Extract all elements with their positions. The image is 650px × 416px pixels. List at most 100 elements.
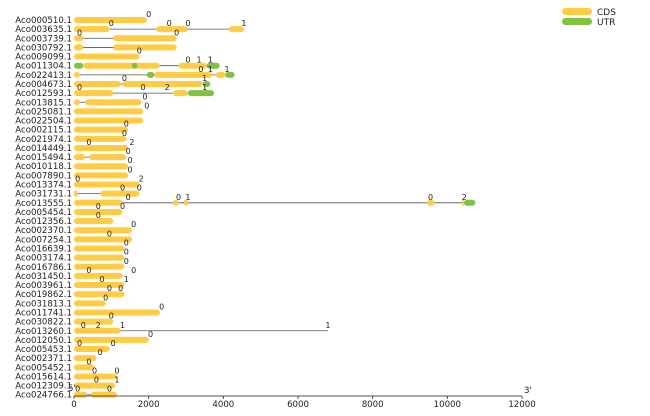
- cds-segment: [74, 227, 132, 234]
- gene-label: Aco012593.1: [15, 89, 72, 99]
- intron-phase-label: 0: [81, 321, 86, 330]
- x-tick-label: 8000: [362, 400, 384, 410]
- intron-phase-label: 1: [114, 376, 119, 385]
- gene-row: Aco015614.10 0: [15, 366, 119, 382]
- intron-phase-label: 0: [124, 248, 129, 257]
- intron-phase-label: 0: [111, 339, 116, 348]
- gene-row: Aco010118.1 0: [15, 156, 132, 172]
- intron-phase-label: 0: [122, 74, 127, 83]
- gene-row: Aco031813.1 0: [15, 293, 108, 309]
- intron-phase-label: 0: [96, 211, 101, 220]
- gene-label: Aco016786.1: [15, 263, 72, 273]
- legend: CDS UTR: [562, 8, 616, 28]
- cds-segment: [74, 17, 147, 23]
- gene-label: Aco031813.1: [15, 299, 72, 309]
- cds-segment: [83, 62, 160, 69]
- intron-phase-label: 1: [225, 65, 230, 74]
- intron-phase-label: 0: [98, 348, 103, 357]
- gene-row: Aco012050.1 0: [15, 330, 153, 346]
- cds-segment: [215, 71, 226, 78]
- cds-segment: [113, 44, 177, 51]
- gene-row: Aco003739.1 0 0: [15, 28, 179, 44]
- utr-segment: [206, 62, 220, 69]
- intron-phase-label: 1: [202, 83, 207, 92]
- gene-label: Aco000510.1: [15, 16, 72, 26]
- gene-row: Aco022504.1: [15, 117, 144, 127]
- cds-segment: [74, 144, 129, 151]
- gene-row: Aco025081.1 0: [15, 101, 149, 117]
- intron-phase-label: 0: [146, 10, 151, 19]
- cds-segment: [74, 364, 95, 371]
- intron-phase-label: 0: [124, 120, 129, 129]
- cds-segment: [85, 99, 142, 106]
- gene-label: Aco003174.1: [15, 254, 72, 264]
- cds-segment: [74, 327, 121, 334]
- gene-row: Aco007254.1 0: [15, 229, 132, 245]
- x-tick-label: 4000: [212, 400, 234, 410]
- intron-phase-label: 0: [137, 47, 142, 56]
- intron-phase-label: 0: [77, 28, 82, 37]
- intron-phase-label: 0: [114, 366, 119, 375]
- gene-label: Aco007254.1: [15, 235, 72, 245]
- gene-row: Aco030792.1: [15, 43, 177, 53]
- gene-row: Aco012356.1 0: [15, 211, 114, 227]
- gene-label: Aco022413.1: [15, 71, 72, 81]
- intron-phase-label: 0: [103, 293, 108, 302]
- utr-segment: [146, 71, 155, 78]
- intron-phase-label: 0: [185, 19, 190, 28]
- gene-label: Aco019862.1: [15, 290, 72, 300]
- gene-row: Aco009099.1 0: [15, 47, 142, 63]
- gene-row: Aco000510.1 0: [15, 10, 151, 26]
- gene-label: Aco021974.1: [15, 135, 72, 145]
- gene-row: Aco005454.10 0: [15, 202, 125, 218]
- end-label: 3': [524, 386, 532, 396]
- intron-phase-label: 0: [86, 138, 91, 147]
- cds-segment: [74, 309, 160, 316]
- cds-segment: [178, 62, 207, 69]
- cds-segment: [90, 391, 117, 398]
- gene-label: Aco012050.1: [15, 336, 72, 346]
- utr-segment: [464, 199, 476, 206]
- legend-utr-swatch: [562, 18, 592, 25]
- intron-phase-label: 0: [185, 56, 190, 65]
- gene-label: Aco012356.1: [15, 217, 72, 227]
- cds-segment: [156, 26, 188, 33]
- intron-phase-label: 0: [428, 193, 433, 202]
- utr-segment: [187, 90, 214, 97]
- cds-segment: [74, 218, 114, 225]
- gene-row: Aco014449.10 2: [15, 138, 134, 154]
- gene-row: Aco019862.1 0 0: [15, 284, 125, 300]
- intron-phase-label: 2: [165, 83, 170, 92]
- x-tick-label: 0: [71, 400, 76, 410]
- legend-utr-label: UTR: [597, 18, 615, 28]
- cds-segment: [74, 291, 125, 298]
- cds-segment: [100, 190, 140, 197]
- gene-row: Aco031731.10 0: [15, 184, 142, 200]
- intron-phase-label: 0: [137, 184, 142, 193]
- gene-row: Aco021974.1 0: [15, 129, 127, 145]
- gene-row: Aco012309.10 1: [15, 376, 119, 392]
- gene-label: Aco009099.1: [15, 53, 72, 63]
- gene-label: Aco022504.1: [15, 117, 72, 127]
- gene-label: Aco002371.1: [15, 354, 72, 364]
- cds-segment: [74, 163, 129, 170]
- cds-segment: [74, 26, 110, 33]
- intron-phase-label: 1: [325, 321, 330, 330]
- gene-label: Aco015614.1: [15, 372, 72, 382]
- intron-phase-label: 0: [75, 385, 80, 394]
- gene-label: Aco002115.1: [15, 126, 72, 136]
- intron-phase-label: 0: [148, 330, 153, 339]
- intron-phase-label: 0: [109, 312, 114, 321]
- gene-label: Aco003739.1: [15, 34, 72, 44]
- intron-phase-label: 2: [139, 175, 144, 184]
- intron-phase-label: 1: [120, 321, 125, 330]
- intron-phase-label: 0: [99, 275, 104, 284]
- intron-phase-label: 0: [109, 19, 114, 28]
- cds-segment: [172, 90, 188, 97]
- intron-phase-label: 0: [107, 284, 112, 293]
- gene-label: Aco012309.1: [15, 382, 72, 392]
- cds-segment: [74, 300, 106, 307]
- x-tick-label: 2000: [138, 400, 160, 410]
